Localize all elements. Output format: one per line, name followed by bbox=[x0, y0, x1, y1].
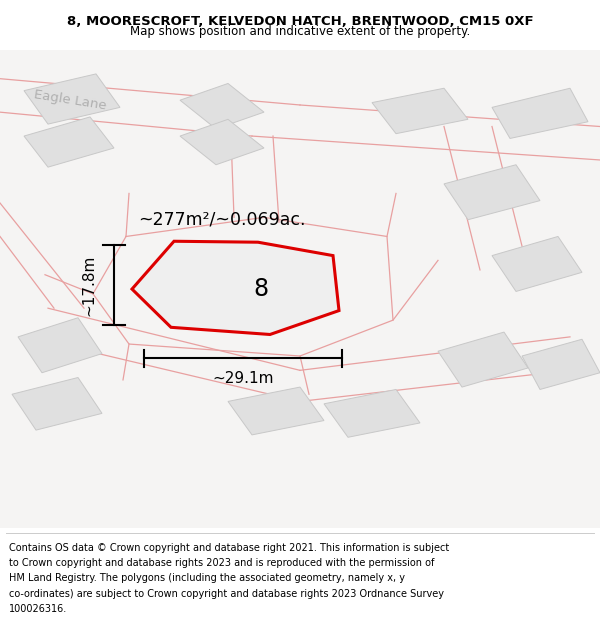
Polygon shape bbox=[444, 165, 540, 220]
Polygon shape bbox=[438, 332, 528, 387]
Text: ~17.8m: ~17.8m bbox=[82, 254, 96, 316]
Text: HM Land Registry. The polygons (including the associated geometry, namely x, y: HM Land Registry. The polygons (includin… bbox=[9, 573, 405, 583]
Text: ~277m²/~0.069ac.: ~277m²/~0.069ac. bbox=[138, 211, 305, 229]
Text: 8, MOORESCROFT, KELVEDON HATCH, BRENTWOOD, CM15 0XF: 8, MOORESCROFT, KELVEDON HATCH, BRENTWOO… bbox=[67, 15, 533, 28]
Text: co-ordinates) are subject to Crown copyright and database rights 2023 Ordnance S: co-ordinates) are subject to Crown copyr… bbox=[9, 589, 444, 599]
Polygon shape bbox=[180, 84, 264, 129]
Polygon shape bbox=[18, 318, 102, 372]
Text: Eagle Lane: Eagle Lane bbox=[33, 88, 107, 112]
Polygon shape bbox=[522, 339, 600, 389]
Polygon shape bbox=[492, 236, 582, 291]
Polygon shape bbox=[492, 88, 588, 139]
Text: Contains OS data © Crown copyright and database right 2021. This information is : Contains OS data © Crown copyright and d… bbox=[9, 542, 449, 552]
Text: to Crown copyright and database rights 2023 and is reproduced with the permissio: to Crown copyright and database rights 2… bbox=[9, 558, 434, 568]
Polygon shape bbox=[132, 241, 339, 334]
Polygon shape bbox=[228, 387, 324, 435]
Polygon shape bbox=[324, 389, 420, 438]
Polygon shape bbox=[12, 378, 102, 430]
Polygon shape bbox=[24, 74, 120, 124]
Text: Map shows position and indicative extent of the property.: Map shows position and indicative extent… bbox=[130, 24, 470, 38]
Polygon shape bbox=[372, 88, 468, 134]
Polygon shape bbox=[180, 119, 264, 165]
Text: ~29.1m: ~29.1m bbox=[212, 371, 274, 386]
Text: 100026316.: 100026316. bbox=[9, 604, 67, 614]
Polygon shape bbox=[24, 117, 114, 167]
Text: 8: 8 bbox=[253, 277, 269, 301]
